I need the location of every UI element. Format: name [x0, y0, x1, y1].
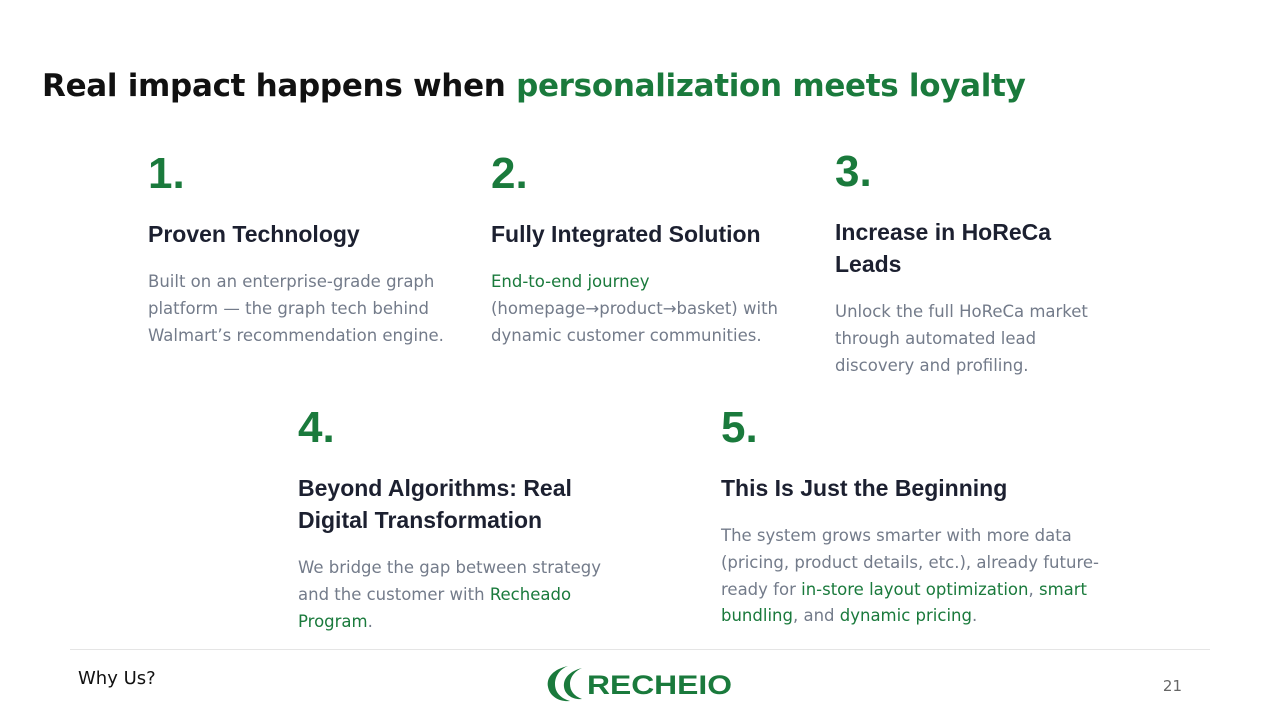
- body-text: We bridge the gap between strategy and t…: [298, 558, 601, 604]
- card-body: End-to-end journey (homepage→product→bas…: [491, 269, 791, 349]
- card-just-the-beginning: 5. This Is Just the Beginning The system…: [721, 406, 1106, 630]
- body-separator: ,: [1028, 579, 1039, 599]
- card-heading: Beyond Algorithms: Real Digital Transfor…: [298, 475, 572, 533]
- logo-swoosh-outer: [547, 666, 570, 702]
- body-highlight: Recheado Program: [298, 584, 572, 631]
- body-highlight: smart bundling: [721, 579, 1088, 626]
- slide-title: Real impact happens when personalization…: [42, 68, 1026, 104]
- card-fully-integrated-solution: 2. Fully Integrated Solution End-to-end …: [491, 152, 791, 349]
- title-lead: Real impact happens when: [42, 68, 517, 104]
- card-heading: Fully Integrated Solution: [491, 221, 761, 247]
- card-number: 4.: [298, 403, 335, 452]
- card-increase-horeca-leads: 3. Increase in HoReCa Leads Unlock the f…: [835, 150, 1115, 379]
- card-body: The system grows smarter with more data …: [721, 523, 1106, 630]
- body-highlight: End-to-end journey: [491, 272, 650, 291]
- body-text: The system grows smarter with more data …: [721, 526, 1099, 599]
- logo-wordmark: RECHEIO: [587, 670, 732, 700]
- card-body: We bridge the gap between strategy and t…: [298, 555, 613, 635]
- card-body: Built on an enterprise-grade graph platf…: [148, 272, 444, 345]
- body-highlight: dynamic pricing: [839, 606, 972, 626]
- logo-swoosh-inner: [563, 668, 582, 700]
- footer-section-label: Why Us?: [78, 668, 156, 689]
- body-separator: , and: [792, 606, 840, 626]
- card-proven-technology: 1. Proven Technology Built on an enterpr…: [148, 152, 448, 349]
- body-end: .: [367, 611, 373, 631]
- card-number: 5.: [721, 403, 758, 452]
- body-highlight: in-store layout optimization: [801, 579, 1029, 599]
- card-heading: Increase in HoReCa Leads: [835, 219, 1052, 277]
- card-heading: Proven Technology: [148, 221, 360, 247]
- page-number: 21: [1162, 677, 1182, 695]
- body-end: .: [971, 606, 978, 626]
- card-body: Unlock the full HoReCa market through au…: [835, 302, 1088, 375]
- card-beyond-algorithms: 4. Beyond Algorithms: Real Digital Trans…: [298, 406, 613, 635]
- footer-divider: [70, 649, 1210, 650]
- card-number: 3.: [835, 147, 872, 196]
- card-heading: This Is Just the Beginning: [721, 475, 1008, 501]
- body-text: (homepage→product→basket) with dynamic c…: [491, 298, 778, 345]
- card-number: 2.: [491, 149, 528, 198]
- card-number: 1.: [148, 149, 185, 198]
- title-accent: personalization meets loyalty: [516, 68, 1026, 104]
- recheio-logo: RECHEIO: [547, 666, 732, 702]
